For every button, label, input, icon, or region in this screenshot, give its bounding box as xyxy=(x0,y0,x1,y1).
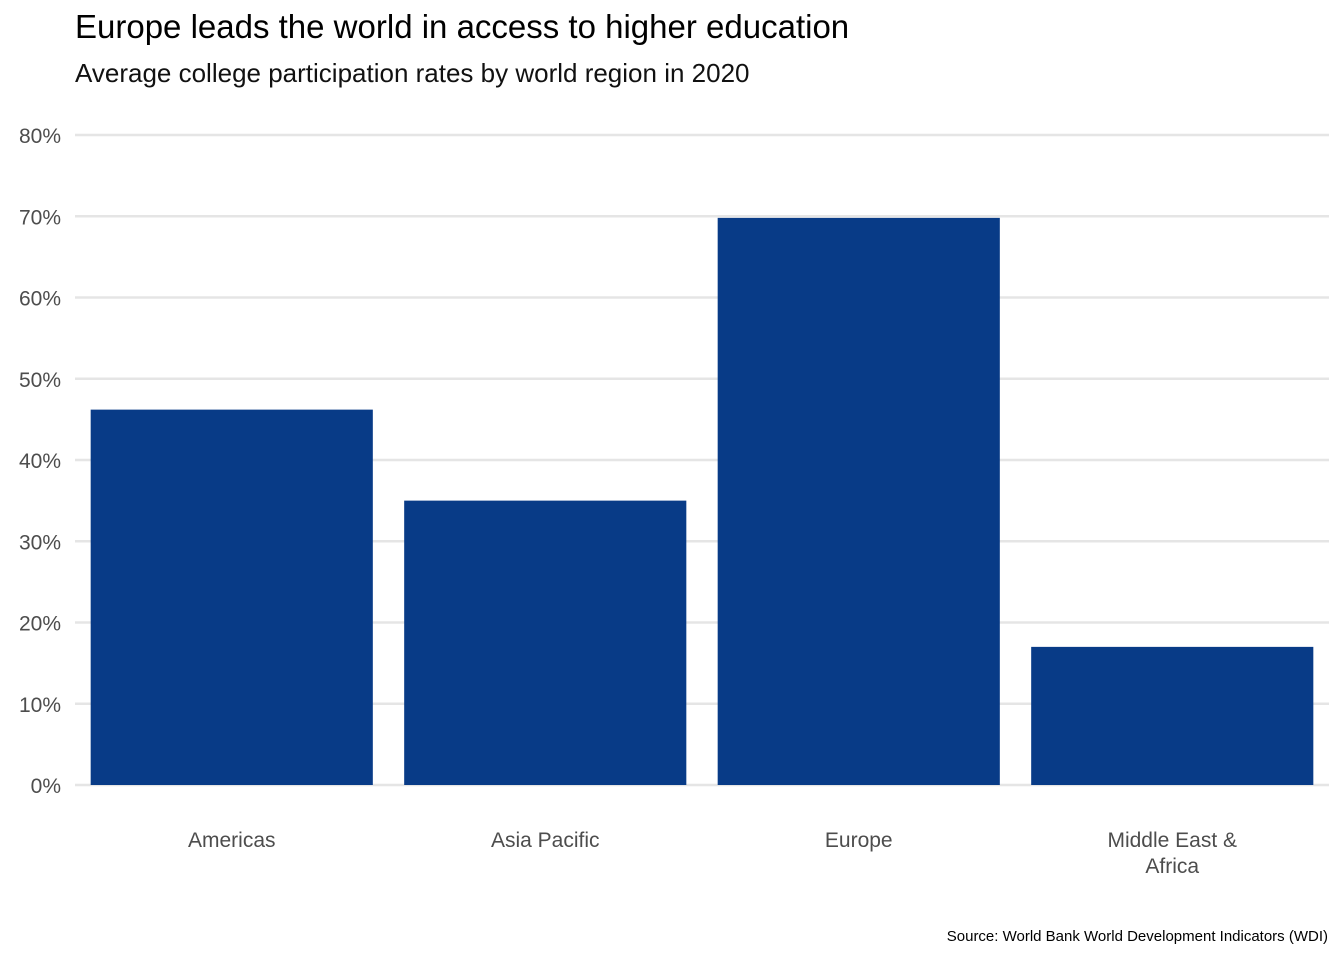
y-axis-ticks: 0% 10% 20% 30% 40% 50% 60% 70% 80% xyxy=(19,125,61,798)
bars xyxy=(90,217,1314,785)
y-tick-label: 10% xyxy=(19,694,61,717)
chart-caption: Source: World Bank World Development Ind… xyxy=(946,928,1328,945)
bar-europe xyxy=(717,217,1000,785)
x-tick-label: Europe xyxy=(825,829,893,852)
y-tick-label: 50% xyxy=(19,369,61,392)
chart-title: Europe leads the world in access to high… xyxy=(75,8,850,45)
y-tick-label: 20% xyxy=(19,613,61,636)
bar-middle-east-africa xyxy=(1031,646,1314,785)
y-tick-label: 0% xyxy=(31,775,61,798)
x-tick-label: Americas xyxy=(188,829,276,852)
y-tick-label: 30% xyxy=(19,531,61,554)
chart-subtitle: Average college participation rates by w… xyxy=(75,58,750,88)
bar-americas xyxy=(90,409,373,785)
y-tick-label: 40% xyxy=(19,450,61,473)
x-axis-ticks: Americas Asia Pacific Europe Middle East & A… xyxy=(188,829,1237,878)
y-tick-label: 70% xyxy=(19,206,61,229)
bar-asia-pacific xyxy=(404,500,687,785)
y-tick-label: 80% xyxy=(19,125,61,148)
x-tick-label: Middle East & Africa xyxy=(1107,829,1237,878)
x-tick-label: Asia Pacific xyxy=(491,829,600,852)
y-tick-label: 60% xyxy=(19,288,61,311)
